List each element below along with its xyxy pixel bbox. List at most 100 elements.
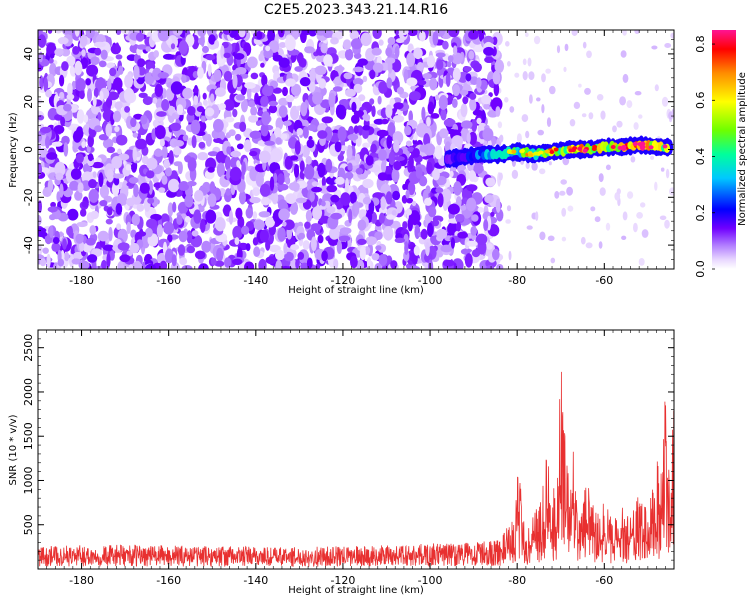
noise-cell [230,150,242,158]
spectrogram-y-axis-label: Frequency (Hz) [8,112,19,188]
noise-cell [413,47,423,60]
noise-cell [207,193,217,207]
noise-cell [126,197,136,207]
noise-cell [115,42,120,54]
noise-cell [660,167,665,172]
noise-cell [405,208,412,216]
noise-cell [105,123,112,137]
noise-cell [102,138,114,149]
noise-cell [234,237,240,246]
noise-cell [343,72,353,80]
noise-cell [584,87,591,95]
x-tick-label: -160 [156,274,181,287]
noise-cell [99,185,110,199]
noise-cell [550,257,556,264]
noise-cell [269,176,275,191]
noise-cell [471,214,479,222]
noise-cell [237,216,245,229]
noise-cell [167,178,180,193]
noise-cell [404,241,409,256]
noise-cell [89,225,97,235]
noise-cell [661,96,669,107]
noise-cell [161,99,170,111]
noise-cell [353,83,363,94]
noise-cell [448,30,460,38]
noise-cell [57,258,65,267]
noise-cell [232,74,238,89]
noise-cell [255,120,262,126]
signal-peak-cell [591,147,597,151]
noise-cell [561,236,567,242]
noise-cell [426,116,431,127]
noise-cell [321,116,333,124]
noise-cell [545,68,551,74]
noise-cell [450,237,455,249]
noise-cell [47,206,58,213]
noise-cell [374,231,383,240]
noise-cell [163,159,171,169]
noise-cell [457,231,468,239]
noise-cell [158,187,166,193]
noise-cell [250,106,258,116]
noise-cell [205,209,217,224]
noise-cell [547,235,555,242]
noise-cell [170,43,176,50]
noise-cell [424,197,433,206]
noise-cell [94,125,103,133]
noise-cell [282,221,287,227]
noise-cell [74,30,80,37]
noise-cell [81,49,86,57]
noise-cell [403,69,409,84]
noise-cell [119,254,131,263]
noise-cell [260,62,265,68]
noise-cell [483,219,489,232]
noise-cell [307,124,317,131]
noise-cell [124,74,134,89]
noise-cell [106,207,113,216]
noise-cell [285,35,296,51]
noise-cell [309,67,317,82]
noise-cell [252,237,259,246]
noise-cell [396,86,404,95]
x-tick-label: -60 [595,274,613,287]
noise-cell [186,230,193,244]
noise-cell [250,72,259,80]
noise-cell [320,43,328,54]
noise-cell [49,62,57,77]
noise-cell [125,164,132,171]
noise-cell [53,125,65,134]
y-tick-label: 40 [22,47,35,61]
noise-cell [640,202,646,208]
noise-cell [106,253,111,268]
noise-cell [475,233,488,245]
noise-cell [59,91,65,99]
noise-cell [371,253,380,261]
noise-cell [669,187,674,196]
noise-cell [283,120,292,127]
noise-cell [514,72,520,78]
noise-cell [170,122,182,132]
noise-cell [214,217,226,232]
noise-cell [249,130,262,139]
noise-cell [329,227,340,240]
noise-cell [98,60,107,68]
noise-cell [38,200,42,214]
noise-cell [260,197,271,206]
noise-cell [213,69,222,82]
noise-cell [350,255,358,269]
noise-cell [299,77,311,87]
noise-cell [214,39,220,49]
noise-cell [81,57,88,69]
noise-cell [243,139,252,153]
noise-cell [71,258,82,265]
noise-cell [55,172,64,181]
noise-cell [362,142,371,149]
noise-cell [346,144,353,160]
noise-cell [111,181,120,197]
noise-cell [179,257,188,266]
noise-cell [214,87,226,97]
noise-cell [61,47,71,57]
noise-cell [54,48,64,57]
noise-cell [226,146,232,155]
noise-cell [460,103,468,118]
